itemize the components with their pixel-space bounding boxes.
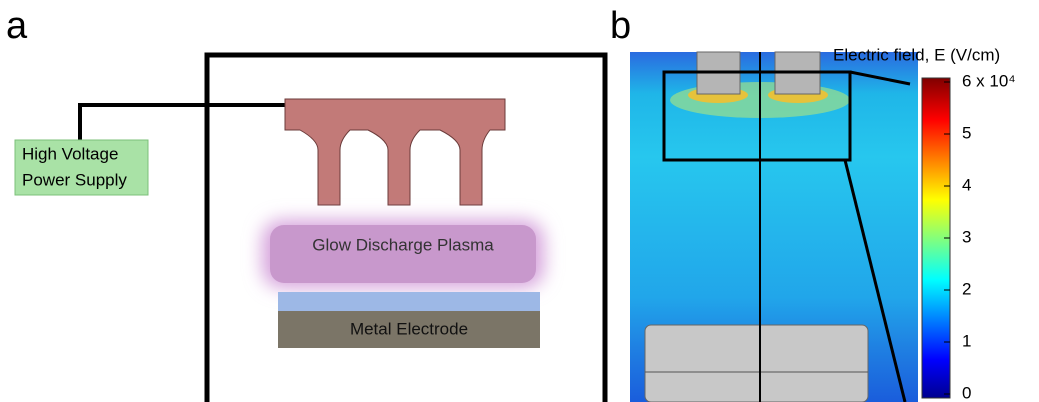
figure: a High Voltage Power Supply Glow Dischar… <box>0 0 1039 402</box>
colorbar-tick-label: 1 <box>962 331 971 350</box>
colorbar-title: Electric field, E (V/cm) <box>833 45 1000 64</box>
colorbar-tick-label: 5 <box>962 123 971 142</box>
power-supply-label: Power Supply <box>22 170 127 189</box>
wire <box>80 105 290 140</box>
electrode-label: Metal Electrode <box>350 319 468 338</box>
comb-electrode <box>285 99 505 205</box>
ground-electrode <box>645 325 868 402</box>
plasma-label: Glow Discharge Plasma <box>312 235 494 254</box>
colorbar-tick-label: 0 <box>962 383 971 402</box>
panel-label: a <box>6 5 28 47</box>
colorbar-tick-label: 6 x 10⁴ <box>962 71 1016 90</box>
panel-label: b <box>610 5 631 47</box>
colorbar-tick-label: 4 <box>962 175 971 194</box>
dielectric <box>278 292 540 311</box>
power-supply-label: High Voltage <box>22 144 118 163</box>
colorbar-tick-label: 2 <box>962 279 971 298</box>
colorbar-tick-label: 3 <box>962 227 971 246</box>
